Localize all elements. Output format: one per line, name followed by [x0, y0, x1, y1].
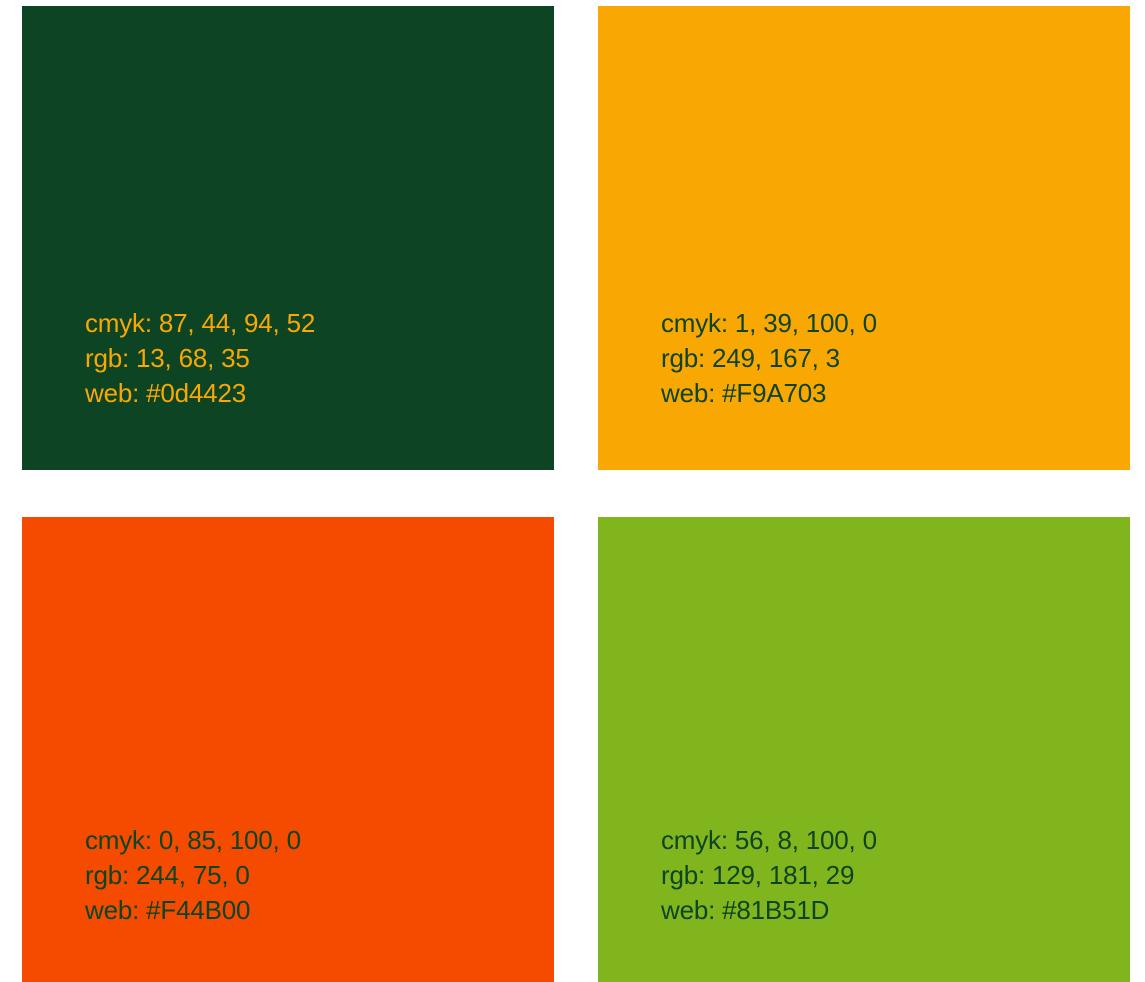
cmyk-value: cmyk: 56, 8, 100, 0: [661, 825, 877, 855]
web-value: web: #0d4423: [85, 378, 246, 408]
cmyk-value: cmyk: 1, 39, 100, 0: [661, 308, 877, 338]
rgb-value: rgb: 129, 181, 29: [661, 860, 855, 890]
cmyk-value: cmyk: 0, 85, 100, 0: [85, 825, 301, 855]
web-value: web: #F44B00: [85, 895, 251, 925]
swatch-values: cmyk: 0, 85, 100, 0 rgb: 244, 75, 0 web:…: [85, 823, 301, 928]
swatch-red-orange: cmyk: 0, 85, 100, 0 rgb: 244, 75, 0 web:…: [22, 517, 554, 982]
swatch-orange: cmyk: 1, 39, 100, 0 rgb: 249, 167, 3 web…: [598, 6, 1130, 470]
web-value: web: #81B51D: [661, 895, 830, 925]
rgb-value: rgb: 244, 75, 0: [85, 860, 250, 890]
web-value: web: #F9A703: [661, 378, 827, 408]
swatch-values: cmyk: 87, 44, 94, 52 rgb: 13, 68, 35 web…: [85, 306, 315, 411]
swatch-values: cmyk: 56, 8, 100, 0 rgb: 129, 181, 29 we…: [661, 823, 877, 928]
cmyk-value: cmyk: 87, 44, 94, 52: [85, 308, 316, 338]
rgb-value: rgb: 13, 68, 35: [85, 343, 250, 373]
swatch-values: cmyk: 1, 39, 100, 0 rgb: 249, 167, 3 web…: [661, 306, 877, 411]
swatch-light-green: cmyk: 56, 8, 100, 0 rgb: 129, 181, 29 we…: [598, 517, 1130, 982]
swatch-dark-green: cmyk: 87, 44, 94, 52 rgb: 13, 68, 35 web…: [22, 6, 554, 470]
rgb-value: rgb: 249, 167, 3: [661, 343, 840, 373]
